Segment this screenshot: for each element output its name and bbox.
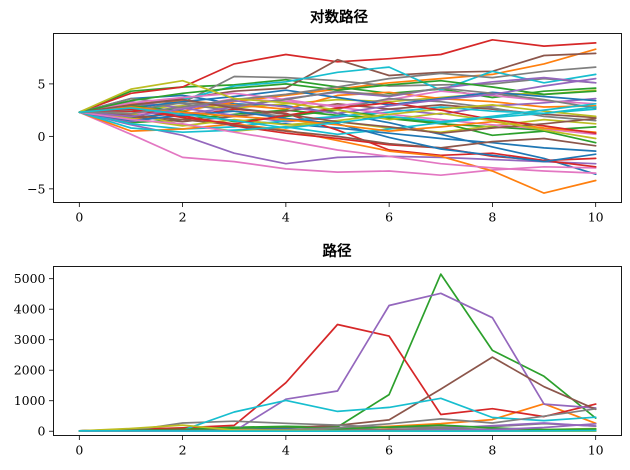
log-paths-series-line-22 <box>78 111 597 194</box>
log-paths-series-line-33 <box>78 79 597 114</box>
paths-x-tick-label: 4 <box>282 443 290 458</box>
paths-x-tick-label: 8 <box>488 443 496 458</box>
log-paths-ticks: 0 2 4 6 8 10 −5 0 5 <box>27 76 604 224</box>
log-paths-y-tick-label: 5 <box>38 76 46 91</box>
paths-series-group <box>78 273 597 433</box>
log-paths-x-tick-label: 4 <box>282 210 290 225</box>
log-paths-series-line-20 <box>78 106 597 130</box>
paths-y-tick-label: 5000 <box>14 271 46 286</box>
log-paths-series-line-34 <box>78 101 597 135</box>
log-paths-panel: 对数路径 0 2 4 6 8 10 −5 0 5 <box>27 8 622 225</box>
paths-title: 路径 <box>323 242 352 260</box>
log-paths-x-tick-label: 2 <box>179 210 187 225</box>
paths-ticks: 0 2 4 6 8 10 0 1000 2000 3000 4000 5000 <box>14 271 604 457</box>
log-paths-x-tick-label: 0 <box>75 210 83 225</box>
log-paths-series-line-38 <box>78 66 597 115</box>
log-paths-series-line-4 <box>78 38 597 114</box>
log-paths-series-line-28 <box>78 87 597 114</box>
log-paths-series-line-29 <box>78 104 597 127</box>
paths-series-line-4 <box>78 323 597 432</box>
log-paths-series-line-36 <box>78 98 597 135</box>
log-paths-axes-frame <box>53 33 622 203</box>
paths-series-line-40 <box>78 429 597 433</box>
paths-x-tick-label: 6 <box>385 443 393 458</box>
paths-y-tick-label: 1000 <box>14 393 46 408</box>
log-paths-title: 对数路径 <box>310 8 368 26</box>
log-paths-series-line-40 <box>78 102 597 129</box>
log-paths-x-tick-label: 8 <box>488 210 496 225</box>
paths-x-tick-label: 10 <box>588 443 604 458</box>
paths-y-tick-label: 3000 <box>14 332 46 347</box>
paths-x-tick-label: 2 <box>179 443 187 458</box>
log-paths-y-tick-label: 0 <box>38 129 46 144</box>
log-paths-y-tick-label: −5 <box>27 181 45 196</box>
paths-y-tick-label: 4000 <box>14 302 46 317</box>
log-paths-series-line-21 <box>78 89 597 114</box>
log-paths-series-line-26 <box>78 111 597 149</box>
log-paths-x-tick-label: 6 <box>385 210 393 225</box>
paths-panel: 路径 0 2 4 6 8 10 0 1000 2000 3000 4000 5000 <box>14 242 622 458</box>
paths-y-tick-label: 2000 <box>14 363 46 378</box>
paths-axes-frame <box>53 266 622 436</box>
log-paths-series-line-39 <box>78 79 597 140</box>
log-paths-series-line-31 <box>78 110 597 163</box>
log-paths-series-line-5 <box>78 111 597 165</box>
log-paths-series-line-37 <box>78 111 597 174</box>
log-paths-x-tick-label: 10 <box>588 210 604 225</box>
paths-x-tick-label: 0 <box>75 443 83 458</box>
paths-y-tick-label: 0 <box>38 424 46 439</box>
log-paths-series-line-30 <box>78 106 597 136</box>
log-paths-series-group <box>78 38 597 194</box>
